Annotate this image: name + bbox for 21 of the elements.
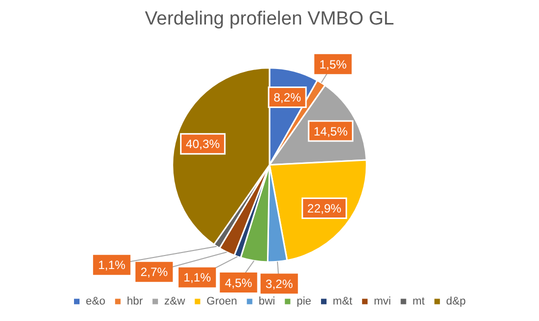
data-label: 40,3% [186, 137, 220, 152]
data-label: 22,9% [307, 202, 342, 216]
legend-label: z&w [164, 296, 186, 308]
legend-label: mt [412, 296, 425, 308]
data-label: 3,2% [266, 276, 294, 291]
data-label: 1,1% [184, 270, 212, 285]
legend-label: m&t [332, 296, 352, 308]
data-label: 14,5% [314, 124, 348, 138]
legend-label: bwi [258, 296, 276, 308]
legend-label: d&p [446, 296, 466, 308]
legend-label: e&o [86, 296, 106, 308]
legend-label: mvi [374, 296, 391, 308]
legend-label: hbr [126, 296, 144, 308]
legend-label: pie [296, 296, 312, 308]
data-label: 1,1% [98, 258, 126, 272]
data-label: 4,5% [224, 276, 253, 290]
data-label: 8,2% [274, 90, 302, 105]
legend-label: Groen [206, 296, 238, 308]
data-label: 1,5% [319, 57, 347, 72]
chart-title: Verdeling profielen VMBO GL [144, 8, 394, 30]
data-label: 2,7% [140, 265, 168, 280]
